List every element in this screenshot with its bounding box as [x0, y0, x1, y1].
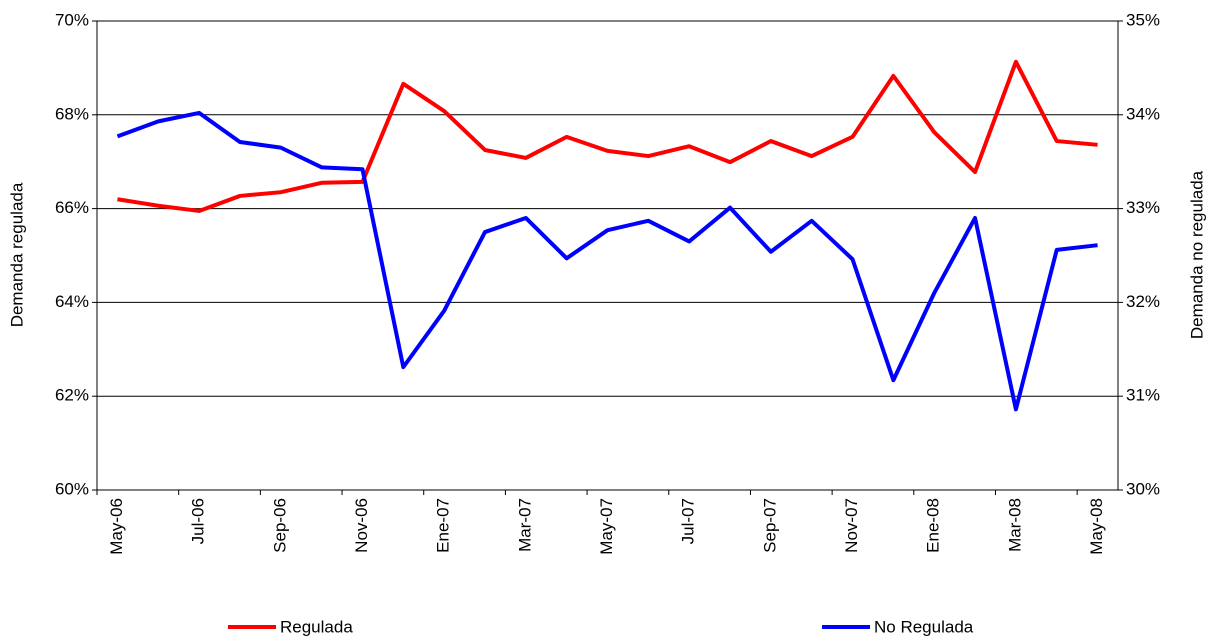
- x-tick-label: Nov-06: [352, 498, 371, 553]
- x-tick-label: Jul-07: [679, 498, 698, 544]
- legend-label: No Regulada: [874, 617, 974, 636]
- y-tick-label: 64%: [55, 292, 89, 311]
- y2-tick-label: 34%: [1126, 104, 1160, 123]
- y-tick-label: 68%: [55, 104, 89, 123]
- x-tick-label: Ene-08: [924, 498, 943, 553]
- y2-tick-label: 33%: [1126, 198, 1160, 217]
- x-tick-label: Mar-08: [1005, 498, 1024, 552]
- y-tick-label: 66%: [55, 198, 89, 217]
- y2-axis-label: Demanda no regulada: [1187, 170, 1206, 339]
- legend-label: Regulada: [280, 617, 353, 636]
- x-tick-label: Ene-07: [434, 498, 453, 553]
- x-tick-label: Sep-07: [760, 498, 779, 553]
- series-line: [116, 110, 1098, 412]
- y-axis-label: Demanda regulada: [7, 182, 26, 327]
- series-line: [117, 59, 1098, 213]
- y2-tick-label: 32%: [1126, 292, 1160, 311]
- x-tick-label: Sep-06: [270, 498, 289, 553]
- y-tick-label: 62%: [55, 386, 89, 405]
- x-tick-label: Nov-07: [842, 498, 861, 553]
- x-tick-label: May-07: [597, 498, 616, 555]
- x-tick-label: Mar-07: [515, 498, 534, 552]
- y-tick-label: 70%: [55, 10, 89, 29]
- y2-tick-label: 35%: [1126, 10, 1160, 29]
- x-tick-label: May-08: [1087, 498, 1106, 555]
- x-tick-label: Jul-06: [189, 498, 208, 544]
- y2-tick-label: 31%: [1126, 386, 1160, 405]
- y-tick-label: 60%: [55, 479, 89, 498]
- x-tick-label: May-06: [107, 498, 126, 555]
- y2-tick-label: 30%: [1126, 479, 1160, 498]
